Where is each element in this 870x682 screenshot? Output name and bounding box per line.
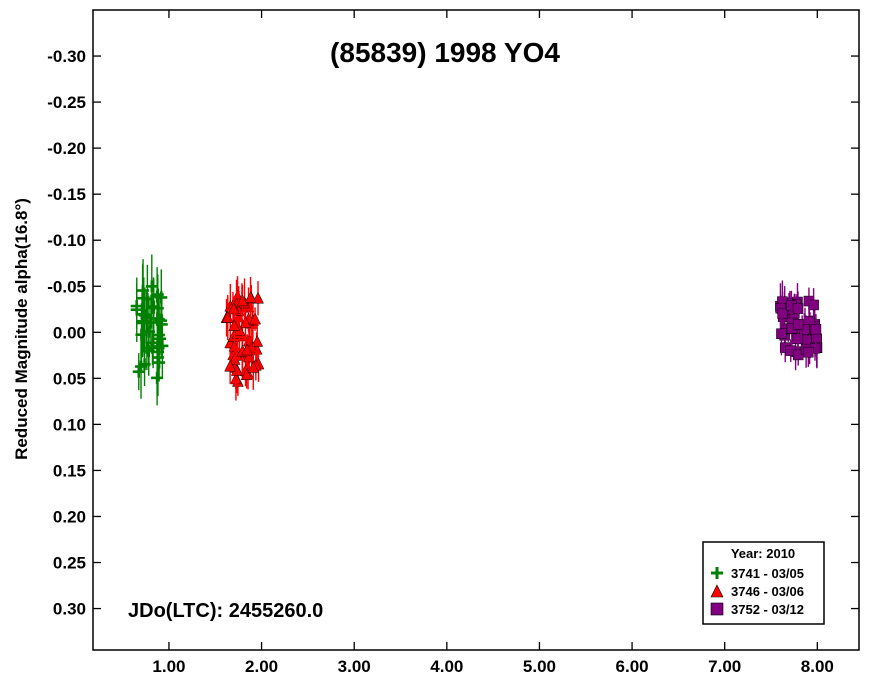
x-tick-label: 7.00 xyxy=(708,657,741,676)
data-point xyxy=(792,318,804,330)
data-point xyxy=(243,350,255,363)
x-tick-label: 5.00 xyxy=(523,657,556,676)
data-point xyxy=(224,359,237,372)
data-point xyxy=(810,323,822,335)
legend-marker-plus xyxy=(711,567,723,579)
legend-marker-square xyxy=(710,602,724,616)
y-tick-label: -0.30 xyxy=(47,47,86,66)
legend-title: Year: 2010 xyxy=(731,546,795,561)
data-point xyxy=(247,360,260,373)
data-point xyxy=(136,316,149,329)
series-triangle xyxy=(220,276,265,401)
data-point xyxy=(251,334,264,347)
series-square xyxy=(775,280,823,371)
data-point xyxy=(241,343,254,356)
data-point xyxy=(239,316,252,329)
legend-entry-3741: 3741 - 03/05 xyxy=(711,566,804,581)
data-point xyxy=(776,328,787,339)
legend-marker-triangle xyxy=(710,584,724,598)
x-tick-label: 2.00 xyxy=(245,657,278,676)
data-point xyxy=(135,328,148,341)
legend-entry-3752: 3752 - 03/12 xyxy=(710,602,804,617)
data-point xyxy=(777,308,788,319)
y-tick-label: -0.25 xyxy=(47,93,86,112)
y-tick-label: 0.05 xyxy=(53,369,86,388)
axis-ticks: 1.00 2.00 3.00 4.00 5.00 6.00 7.00 8.00 -0.30 -0.… xyxy=(47,10,859,676)
data-point xyxy=(151,351,164,364)
data-point xyxy=(244,291,257,303)
data-point xyxy=(228,319,241,331)
x-tick-label: 8.00 xyxy=(801,657,834,676)
chart-title: (85839) 1998 YO4 xyxy=(330,37,560,68)
y-tick-label: 0.15 xyxy=(53,461,86,480)
legend-label-3752: 3752 - 03/12 xyxy=(731,602,804,617)
data-point xyxy=(132,365,145,378)
data-point xyxy=(808,299,819,311)
data-point xyxy=(130,303,143,316)
jd-annotation: JDo(LTC): 2455260.0 xyxy=(128,600,323,622)
y-tick-label: -0.15 xyxy=(47,185,86,204)
data-point xyxy=(240,368,253,380)
y-axis-label: Reduced Magnitude alpha(16.8°) xyxy=(12,198,31,460)
y-tick-label: -0.10 xyxy=(47,231,86,250)
data-point xyxy=(152,329,165,342)
y-tick-label: 0.25 xyxy=(53,554,86,573)
y-tick-label: 0.30 xyxy=(53,600,86,619)
series-plus xyxy=(130,254,169,406)
data-points xyxy=(130,254,823,406)
y-tick-label: 0.00 xyxy=(53,323,86,342)
x-tick-label: 6.00 xyxy=(616,657,649,676)
legend: Year: 2010 3741 - 03/05 3746 - 03/06 375… xyxy=(702,541,825,625)
legend-label-3741: 3741 - 03/05 xyxy=(731,566,804,581)
y-tick-label: -0.05 xyxy=(47,277,86,296)
data-point xyxy=(221,310,234,323)
x-tick-label: 3.00 xyxy=(338,657,371,676)
data-point xyxy=(236,294,249,307)
legend-entry-3746: 3746 - 03/06 xyxy=(710,584,804,599)
data-point xyxy=(138,358,151,371)
data-point xyxy=(151,371,164,384)
data-point xyxy=(803,346,814,358)
y-tick-label: -0.20 xyxy=(47,139,86,158)
x-tick-label: 1.00 xyxy=(152,657,185,676)
data-point xyxy=(252,291,264,304)
x-tick-label: 4.00 xyxy=(430,657,463,676)
y-tick-label: 0.10 xyxy=(53,415,86,434)
legend-label-3746: 3746 - 03/06 xyxy=(731,584,804,599)
y-tick-label: 0.20 xyxy=(53,507,86,526)
